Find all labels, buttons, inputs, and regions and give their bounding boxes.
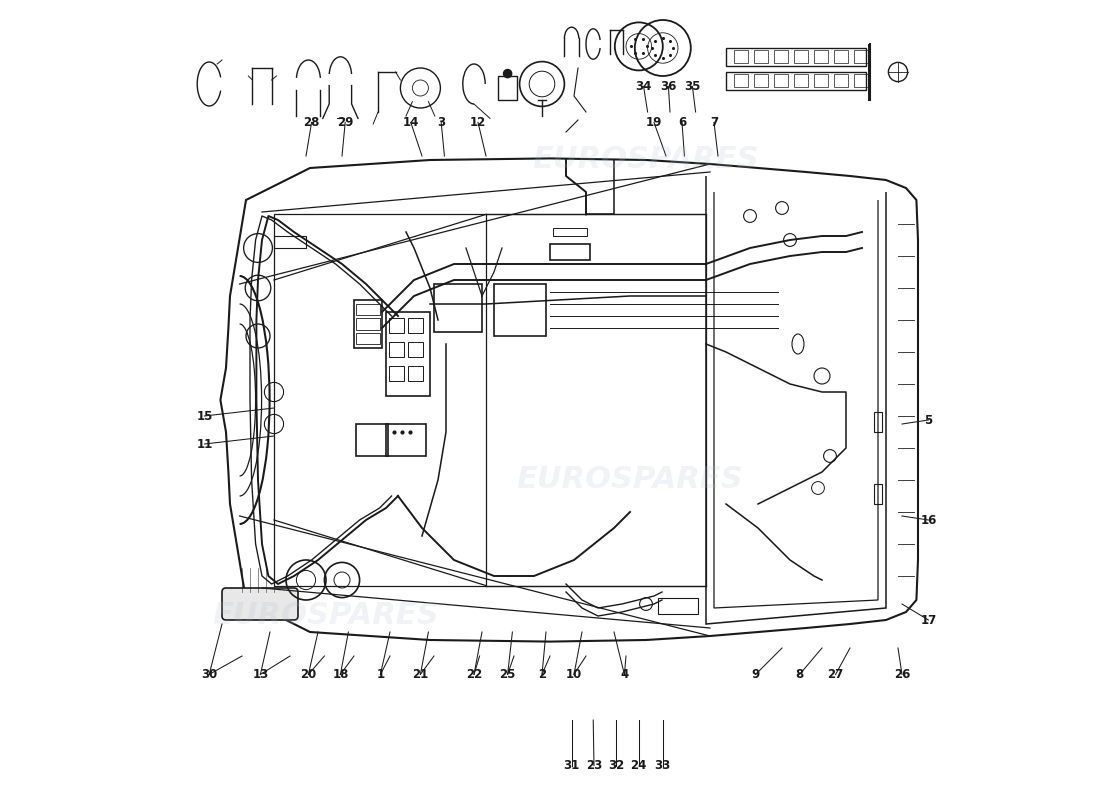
Text: 4: 4 [620,668,628,681]
Text: 10: 10 [565,668,582,681]
Text: 1: 1 [376,668,385,681]
Text: 34: 34 [636,80,652,93]
Text: 20: 20 [300,668,317,681]
Text: 8: 8 [795,668,804,681]
Text: 24: 24 [630,759,647,772]
Text: 15: 15 [196,410,212,422]
Text: 6: 6 [678,116,686,129]
Text: 16: 16 [921,514,936,526]
Text: EUROSPARES: EUROSPARES [212,602,439,630]
Text: 7: 7 [710,116,718,129]
Text: 21: 21 [412,668,429,681]
Text: 27: 27 [827,668,844,681]
FancyBboxPatch shape [222,588,298,620]
Text: 9: 9 [751,668,760,681]
Text: 31: 31 [563,759,580,772]
Text: 18: 18 [332,668,349,681]
Text: 3: 3 [437,116,446,129]
Text: 19: 19 [646,116,662,129]
Text: 30: 30 [201,668,218,681]
Text: 22: 22 [466,668,482,681]
Text: 14: 14 [403,116,419,129]
Text: 32: 32 [608,759,625,772]
Text: 29: 29 [337,116,353,129]
Text: EUROSPARES: EUROSPARES [532,146,759,174]
Text: 11: 11 [196,438,212,450]
Text: 33: 33 [654,759,671,772]
Text: 17: 17 [921,614,936,626]
Text: EUROSPARES: EUROSPARES [517,466,744,494]
Circle shape [503,69,513,78]
Text: 5: 5 [924,414,933,426]
Text: 2: 2 [538,668,546,681]
Text: 12: 12 [470,116,486,129]
Text: 25: 25 [499,668,516,681]
Text: 13: 13 [252,668,268,681]
Text: 26: 26 [894,668,910,681]
Text: 35: 35 [684,80,701,93]
Text: 23: 23 [586,759,602,772]
Text: 36: 36 [660,80,676,93]
Text: 28: 28 [304,116,320,129]
